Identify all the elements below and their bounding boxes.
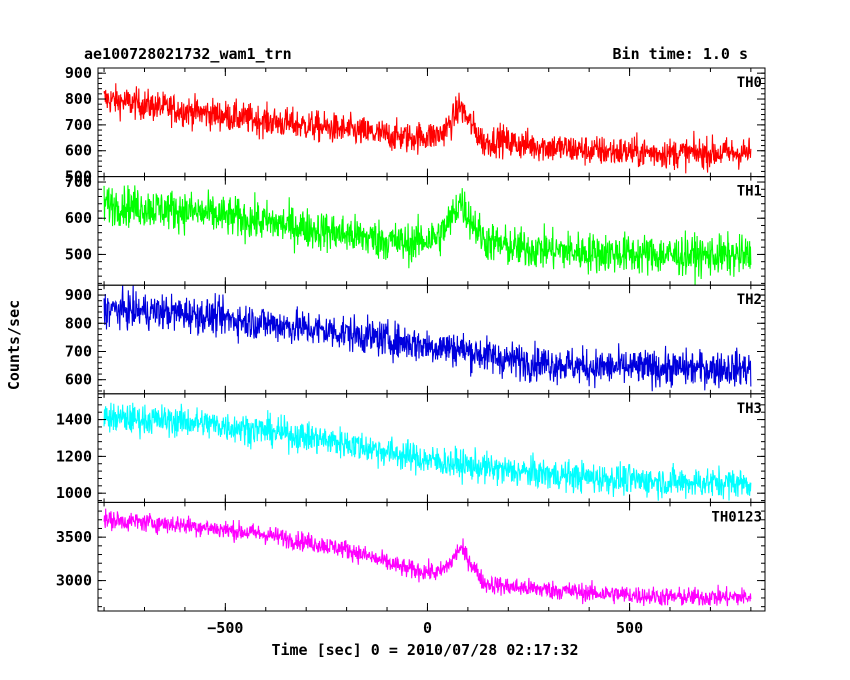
bin-time-label: Bin time: 1.0 s bbox=[612, 45, 748, 63]
panel-label-th0123: TH0123 bbox=[711, 509, 762, 525]
panel-th0123: 3000 3500 TH0123 bbox=[56, 501, 766, 612]
y-tick-label: 900 bbox=[65, 286, 92, 304]
x-tick-label: −500 bbox=[207, 619, 243, 637]
y-tick-label: 1000 bbox=[56, 484, 92, 502]
y-tick-label: 500 bbox=[65, 245, 92, 263]
y-tick-label: 3500 bbox=[56, 528, 92, 546]
panel-label-th0: TH0 bbox=[737, 75, 762, 91]
panel-th0: 500 600 700 800 900 TH0 bbox=[65, 64, 766, 186]
series-line-th2 bbox=[103, 285, 752, 392]
panels-group: 500 600 700 800 900 TH0 500 600 700 TH1 600 700 800 9… bbox=[56, 64, 766, 637]
y-tick-label: 600 bbox=[65, 209, 92, 227]
series-line-th0123 bbox=[103, 508, 752, 607]
x-axis-label: Time [sec] 0 = 2010/07/28 02:17:32 bbox=[271, 641, 578, 659]
y-tick-label: 700 bbox=[65, 116, 92, 134]
y-tick-label: 700 bbox=[65, 342, 92, 360]
panel-label-th3: TH3 bbox=[737, 401, 762, 417]
panel-th2: 600 700 800 900 TH2 bbox=[65, 284, 766, 395]
x-tick-label: 500 bbox=[616, 619, 643, 637]
series-line-th0 bbox=[103, 83, 752, 174]
y-tick-label: 600 bbox=[65, 142, 92, 160]
panel-th1: 500 600 700 TH1 bbox=[65, 173, 766, 286]
panel-frame bbox=[97, 284, 766, 395]
panel-frame bbox=[97, 501, 766, 612]
y-axis-label: Counts/sec bbox=[5, 300, 23, 390]
y-tick-label: 900 bbox=[65, 64, 92, 82]
y-tick-label: 500 bbox=[65, 168, 92, 186]
panel-label-th1: TH1 bbox=[737, 184, 762, 200]
y-tick-label: 600 bbox=[65, 371, 92, 389]
y-tick-label: 1200 bbox=[56, 447, 92, 465]
y-tick-label: 700 bbox=[65, 173, 92, 191]
x-tick-label: 0 bbox=[423, 619, 432, 637]
series-line-th1 bbox=[103, 185, 752, 286]
y-tick-label: 800 bbox=[65, 314, 92, 332]
y-tick-label: 1400 bbox=[56, 411, 92, 429]
chart-title: ae100728021732_wam1_trn bbox=[84, 45, 292, 63]
panel-th3: 1000 1200 1400 TH3 bbox=[56, 393, 766, 503]
y-tick-label: 3000 bbox=[56, 572, 92, 590]
series-line-th3 bbox=[103, 402, 752, 501]
y-tick-label: 800 bbox=[65, 90, 92, 108]
panel-label-th2: TH2 bbox=[737, 292, 762, 308]
panel-frame bbox=[97, 67, 766, 178]
